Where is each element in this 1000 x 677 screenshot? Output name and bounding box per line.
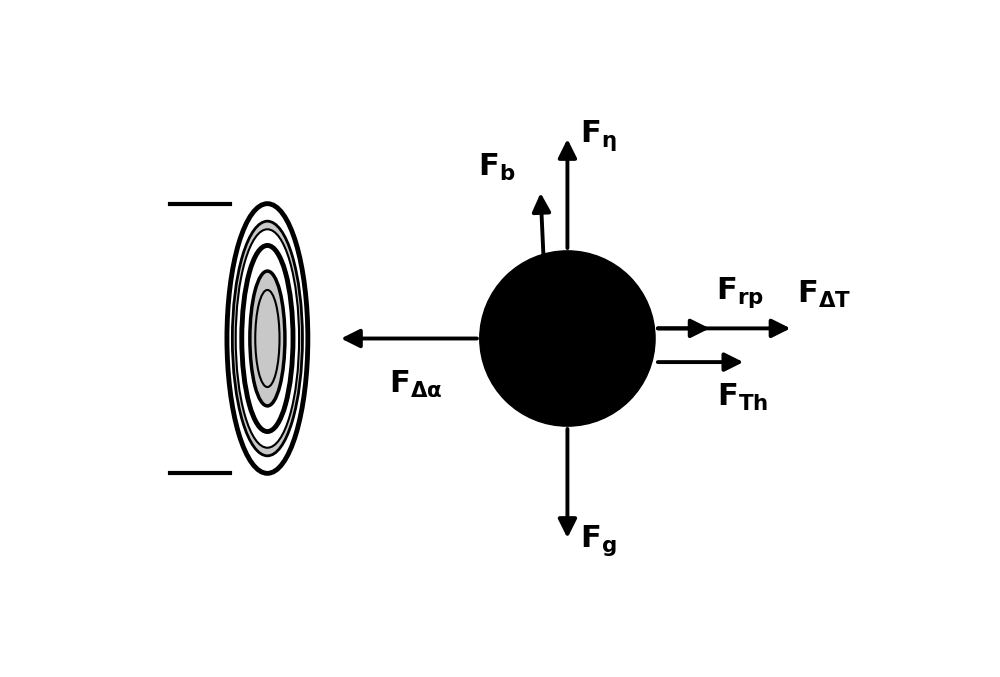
Ellipse shape (480, 251, 655, 426)
Ellipse shape (232, 221, 302, 456)
Text: $\mathbf{F_{Th}}$: $\mathbf{F_{Th}}$ (717, 383, 768, 414)
Ellipse shape (255, 290, 280, 387)
Ellipse shape (250, 271, 285, 406)
Text: $\mathbf{F_{\eta}}$: $\mathbf{F_{\eta}}$ (580, 119, 616, 153)
Text: $\mathbf{F_{rp}}$: $\mathbf{F_{rp}}$ (716, 275, 764, 309)
Ellipse shape (236, 230, 299, 447)
Ellipse shape (227, 204, 308, 473)
Text: $\mathbf{F_b}$: $\mathbf{F_b}$ (478, 152, 515, 183)
Text: $\mathbf{F_{\Delta\alpha}}$: $\mathbf{F_{\Delta\alpha}}$ (389, 369, 442, 400)
Ellipse shape (242, 246, 293, 431)
Text: $\mathbf{F_{\Delta T}}$: $\mathbf{F_{\Delta T}}$ (797, 278, 851, 309)
Text: $\mathbf{F_g}$: $\mathbf{F_g}$ (580, 523, 616, 559)
